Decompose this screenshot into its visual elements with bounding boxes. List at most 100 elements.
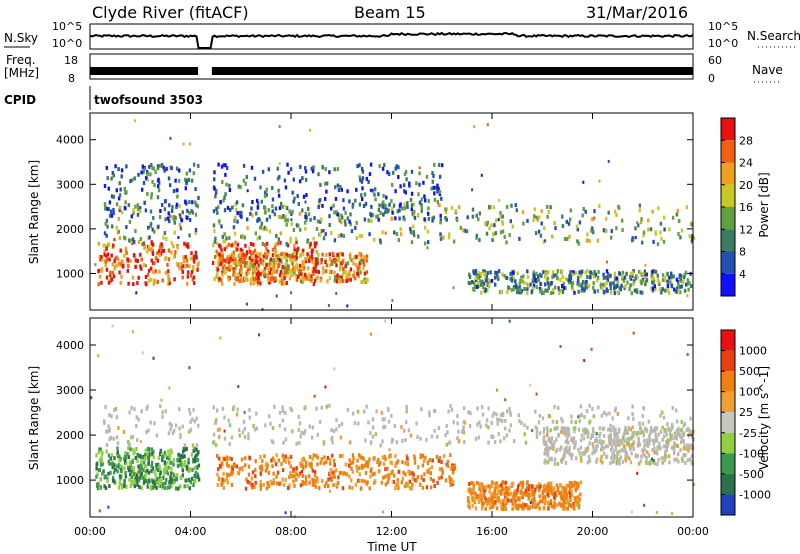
heatmap-cell: [587, 454, 591, 459]
heatmap-cell: [570, 280, 573, 285]
heatmap-cell: [250, 252, 253, 257]
heatmap-cell: [98, 468, 101, 472]
heatmap-cell: [118, 458, 121, 463]
heatmap-cell: [564, 439, 568, 444]
heatmap-cell: [549, 291, 553, 295]
y-tick-label: 4000: [56, 134, 84, 147]
heatmap-cell: [392, 479, 395, 484]
heatmap-cell: [307, 206, 310, 211]
heatmap-cell: [295, 223, 299, 228]
heatmap-cell: [517, 504, 521, 509]
heatmap-cell: [320, 457, 323, 462]
heatmap-cell: [641, 430, 644, 435]
heatmap-cell: [374, 479, 377, 484]
heatmap-cell: [345, 472, 348, 477]
heatmap-cell: [136, 473, 139, 478]
x-tick-label: 00:00: [677, 525, 709, 538]
heatmap-cell: [169, 183, 172, 188]
heatmap-cell: [240, 276, 243, 281]
heatmap-cell: [660, 456, 663, 461]
heatmap-cell: [162, 452, 165, 457]
heatmap-cell: [547, 437, 550, 442]
heatmap-cell: [677, 288, 680, 293]
heatmap-cell: [293, 483, 296, 488]
heatmap-cell: [679, 276, 682, 281]
heatmap-cell: [112, 274, 116, 279]
heatmap-cell: [321, 252, 324, 257]
heatmap-cell: [256, 254, 259, 259]
heatmap-cell: [506, 289, 509, 294]
heatmap-cell: [234, 215, 237, 220]
heatmap-cell: [538, 488, 541, 493]
heatmap-cell: [299, 279, 303, 284]
heatmap-cell: [403, 183, 406, 188]
heatmap-cell: [97, 481, 100, 486]
heatmap-cell: [534, 231, 538, 236]
heatmap-cell: [668, 275, 671, 280]
heatmap-cell: [492, 232, 495, 237]
heatmap-cell: [609, 286, 612, 291]
heatmap-cell: [180, 261, 183, 266]
heatmap-cell: [299, 228, 302, 232]
heatmap-cell: [535, 285, 538, 290]
heatmap-cell: [268, 267, 271, 272]
heatmap-cell: [616, 290, 619, 295]
heatmap-cell: [647, 453, 651, 458]
heatmap-cell: [186, 263, 189, 268]
heatmap-cell: [512, 494, 516, 499]
colorbar-tick-label: 4: [739, 268, 746, 281]
heatmap-cell: [187, 460, 190, 465]
heatmap-cell: [118, 270, 121, 275]
heatmap-cell: [253, 176, 257, 181]
heatmap-cell: [193, 446, 196, 451]
heatmap-cell: [545, 433, 549, 437]
heatmap-cell: [222, 486, 226, 490]
heatmap-cell: [505, 275, 508, 280]
heatmap-cell: [380, 410, 384, 415]
heatmap-cell: [115, 435, 119, 440]
heatmap-cell: [671, 406, 674, 411]
heatmap-cell: [172, 189, 176, 194]
heatmap-cell: [143, 479, 146, 484]
heatmap-cell: [353, 421, 357, 426]
heatmap-cell: [418, 182, 421, 187]
heatmap-cell: [225, 245, 228, 249]
heatmap-cell: [486, 123, 489, 127]
heatmap-cell: [618, 449, 621, 454]
heatmap-cell: [229, 256, 232, 261]
heatmap-cell: [363, 409, 366, 414]
heatmap-cell: [267, 277, 271, 282]
heatmap-cell: [444, 478, 448, 483]
heatmap-cell: [278, 273, 282, 278]
heatmap-cell: [231, 470, 235, 475]
heatmap-cell: [144, 470, 148, 475]
heatmap-cell: [235, 412, 239, 417]
heatmap-cell: [564, 286, 567, 291]
heatmap-cell: [140, 409, 143, 414]
heatmap-cell: [321, 478, 324, 483]
heatmap-cell: [225, 462, 229, 467]
heatmap-cell: [453, 463, 456, 468]
heatmap-cell: [263, 454, 266, 459]
heatmap-cell: [265, 227, 268, 232]
heatmap-cell: [526, 286, 529, 291]
heatmap-cell: [287, 264, 290, 269]
heatmap-cell: [295, 477, 298, 482]
heatmap-cell: [244, 463, 247, 468]
colorbar-frame: [720, 329, 736, 516]
heatmap-cell: [660, 290, 663, 295]
heatmap-cell: [512, 276, 516, 281]
heatmap-cell: [139, 440, 142, 444]
heatmap-cell: [615, 276, 619, 281]
heatmap-cell: [333, 470, 336, 475]
heatmap-cell: [265, 187, 268, 192]
heatmap-cell: [152, 281, 156, 286]
colorbar-segment: [721, 412, 735, 433]
heatmap-cell: [480, 506, 484, 511]
heatmap-cell: [305, 481, 308, 486]
heatmap-cell: [120, 168, 124, 173]
heatmap-cell: [223, 436, 227, 441]
heatmap-cell: [551, 275, 554, 280]
heatmap-cell: [253, 248, 257, 253]
heatmap-cell: [448, 479, 452, 484]
